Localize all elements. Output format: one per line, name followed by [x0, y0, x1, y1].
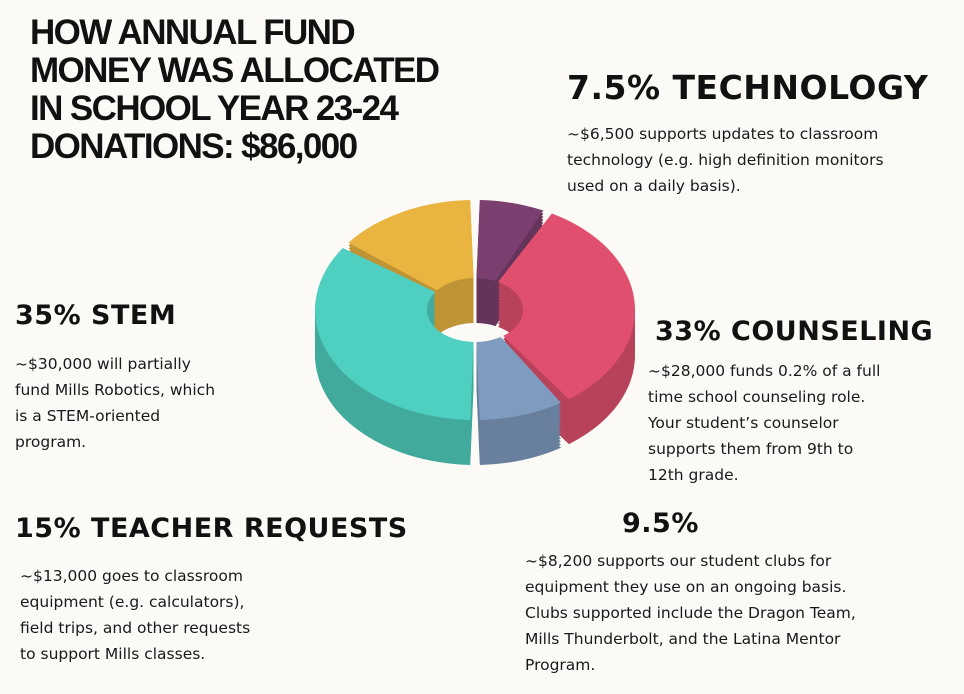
donut-slice-stem: [315, 248, 474, 420]
teacher-body: ~$13,000 goes to classroom equipment (e.…: [20, 567, 251, 663]
stem-body: ~$30,000 will partially fund Mills Robot…: [15, 355, 216, 451]
donut-slice-counseling: [498, 213, 635, 400]
stem-heading: 35% STEM: [15, 300, 177, 331]
donut-slice-technology: [476, 200, 544, 282]
technology-heading: 7.5% TECHNOLOGY: [567, 68, 929, 107]
donut-slice-teacher-requests: [348, 200, 474, 291]
technology-body: ~$6,500 supports updates to classroom te…: [567, 125, 884, 195]
clubs-body: ~$8,200 supports our student clubs for e…: [525, 552, 856, 674]
counseling-body: ~$28,000 funds 0.2% of a full time schoo…: [648, 362, 881, 484]
teacher-heading: 15% TEACHER REQUESTS: [15, 513, 408, 544]
donut-slice-9-5-: [476, 336, 561, 420]
page-title: HOW ANNUAL FUND MONEY WAS ALLOCATED IN S…: [30, 13, 440, 166]
clubs-heading: 9.5%: [622, 508, 699, 539]
counseling-heading: 33% COUNSELING: [655, 316, 934, 347]
